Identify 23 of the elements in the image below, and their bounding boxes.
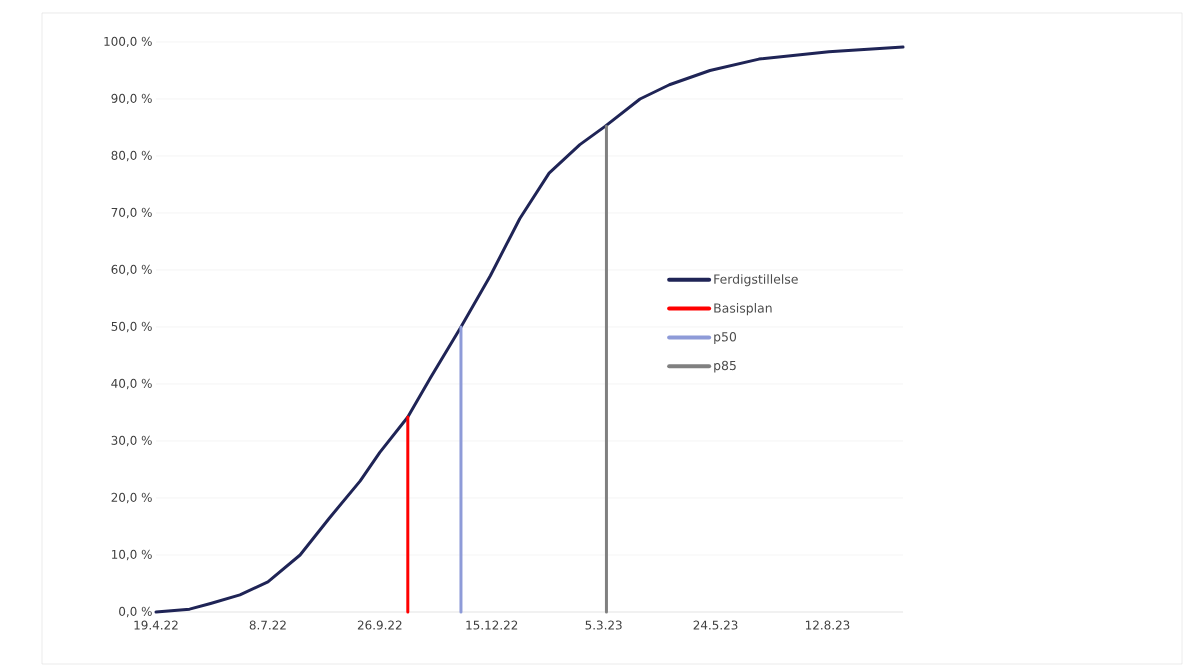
y-tick-label: 20,0 % xyxy=(111,492,152,504)
x-tick-label: 12.8.23 xyxy=(805,620,850,630)
y-tick-label: 100,0 % xyxy=(104,36,152,48)
x-tick-label: 15.12.22 xyxy=(466,620,518,630)
legend-label: Basisplan xyxy=(714,303,772,316)
y-tick-label: 0,0 % xyxy=(119,606,152,618)
x-tick-label: 8.7.22 xyxy=(249,620,286,630)
legend-label: Ferdigstillelse xyxy=(714,274,798,287)
y-tick-label: 50,0 % xyxy=(111,321,152,333)
y-tick-label: 80,0 % xyxy=(111,150,152,162)
y-tick-label: 60,0 % xyxy=(111,264,152,276)
x-tick-label: 26.9.22 xyxy=(357,620,402,630)
line-series xyxy=(154,45,905,614)
y-tick-label: 10,0 % xyxy=(112,549,152,561)
y-tick-label: 40,0 % xyxy=(111,378,152,390)
x-tick-label: 5.3.23 xyxy=(585,620,622,630)
y-tick-label: 90,0 % xyxy=(111,93,152,105)
x-tick-label: 19.4.22 xyxy=(134,620,178,630)
x-tick-label: 24.5.23 xyxy=(693,620,738,630)
y-tick-label: 70,0 % xyxy=(111,207,152,219)
y-tick-label: 30,0 % xyxy=(111,435,152,447)
legend-label: p50 xyxy=(714,332,737,344)
legend-label: p85 xyxy=(714,360,736,373)
